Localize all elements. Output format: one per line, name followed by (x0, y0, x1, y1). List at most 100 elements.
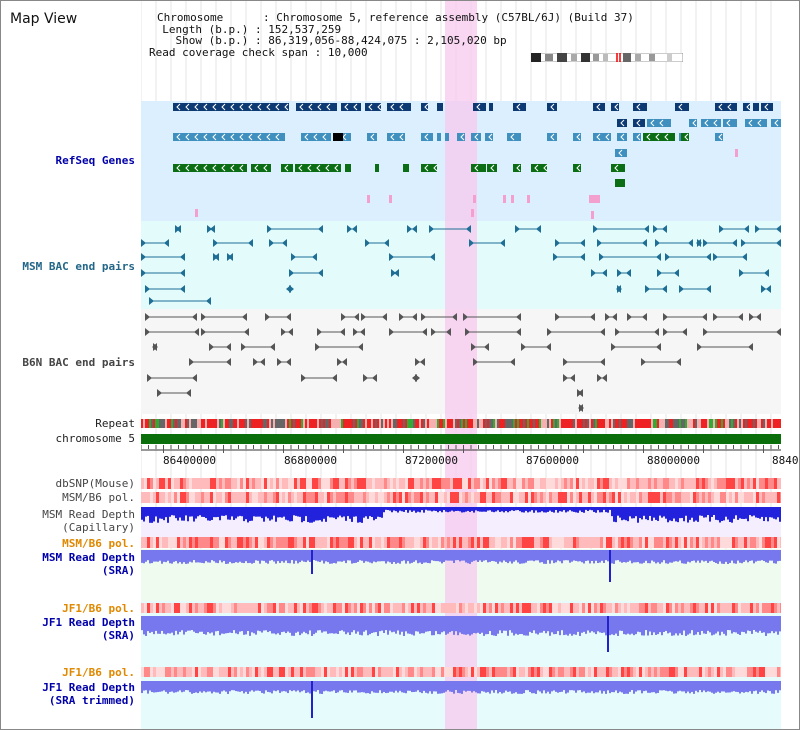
bac-end (741, 239, 746, 247)
depth-bar (505, 616, 507, 631)
heat-cell (276, 478, 279, 489)
strand-arrow (313, 133, 318, 141)
heat-cell (282, 478, 285, 489)
heat-cell (390, 667, 393, 677)
depth-bar (765, 616, 767, 636)
repeat-block (201, 419, 203, 428)
depth-bar (517, 507, 519, 511)
heat-cell (339, 537, 342, 548)
heat-cell (501, 603, 504, 613)
heat-cell (654, 492, 657, 503)
depth-bar (193, 681, 195, 694)
depth-bar (649, 507, 651, 516)
depth-bar (469, 681, 471, 691)
heat-cell (414, 492, 417, 503)
depth-bar (413, 616, 415, 636)
heat-cell (252, 537, 255, 548)
depth-bar (515, 550, 517, 561)
heat-cell (732, 492, 735, 503)
b6n-bac-pair (471, 343, 489, 351)
depth-bar (757, 681, 759, 694)
heat-cell (588, 603, 591, 613)
depth-bar (695, 507, 697, 521)
depth-bar (567, 550, 569, 561)
strand-arrow (230, 133, 235, 141)
repeat-block (421, 419, 423, 428)
depth-bar (745, 507, 747, 519)
depth-bar (675, 550, 677, 562)
depth-bar (431, 550, 433, 561)
repeat-block (249, 419, 251, 428)
heat-cell (411, 537, 414, 548)
gene-block (295, 164, 341, 172)
depth-bar (513, 550, 515, 562)
depth-bar (405, 507, 407, 510)
depth-bar (463, 681, 465, 691)
depth-bar (185, 550, 187, 564)
depth-bar (511, 616, 513, 633)
heat-cell (144, 667, 147, 677)
depth-bar (533, 550, 535, 562)
depth-bar (759, 681, 761, 692)
msm-bac-pair (267, 225, 323, 233)
heat-cell (249, 537, 252, 548)
repeat-block (749, 419, 751, 428)
heat-cell (366, 537, 369, 548)
b6n-bac-pair (577, 389, 583, 397)
depth-bar (501, 616, 503, 634)
heat-cell (570, 603, 573, 613)
heat-cell (285, 537, 288, 548)
depth-bar (399, 507, 401, 511)
depth-bar (763, 616, 765, 633)
genome-tracks[interactable] (141, 1, 781, 730)
depth-bar (601, 550, 603, 561)
depth-bar (229, 616, 231, 633)
depth-bar (173, 616, 175, 636)
depth-bar (341, 616, 343, 631)
gene-block (421, 164, 437, 172)
depth-bar (723, 616, 725, 634)
depth-bar (561, 507, 563, 512)
repeat-block (597, 419, 599, 428)
gene-block (345, 164, 351, 172)
b6n-bac-pair (627, 313, 647, 321)
gene-block (701, 119, 721, 127)
heat-cell (333, 537, 336, 548)
heat-cell (441, 537, 444, 548)
msm-bac-pair (227, 253, 233, 261)
heat-cell (771, 667, 774, 677)
chromosome-ideogram[interactable] (531, 53, 683, 62)
bac-end (176, 225, 181, 233)
heat-cell (519, 478, 522, 489)
heat-cell (585, 603, 588, 613)
strand-arrow (659, 119, 664, 127)
heat-cell (525, 667, 528, 677)
strand-arrow (325, 164, 330, 172)
heat-cell (498, 537, 501, 548)
strand-arrow (212, 164, 217, 172)
bac-end (703, 239, 708, 247)
depth-bar (387, 681, 389, 693)
heat-cell (273, 478, 276, 489)
depth-bar (497, 507, 499, 511)
heat-cell (645, 478, 648, 489)
heat-cell (489, 492, 492, 503)
depth-bar (233, 681, 235, 691)
repeat-block (377, 419, 379, 428)
depth-bar (373, 507, 375, 521)
bac-end (267, 225, 272, 233)
bac-end (605, 313, 610, 321)
depth-bar (691, 507, 693, 518)
repeat-block (247, 419, 249, 428)
repeat-block (489, 419, 491, 428)
heat-cell (387, 667, 390, 677)
heat-cell (333, 478, 336, 489)
heat-cell (270, 603, 273, 613)
heat-cell (594, 667, 597, 677)
depth-bar (449, 507, 451, 512)
axis-tick-2: 86800000 (284, 454, 337, 467)
depth-bar (733, 550, 735, 564)
depth-bar (739, 507, 741, 519)
bac-end (766, 285, 771, 293)
heat-cell (459, 478, 462, 489)
